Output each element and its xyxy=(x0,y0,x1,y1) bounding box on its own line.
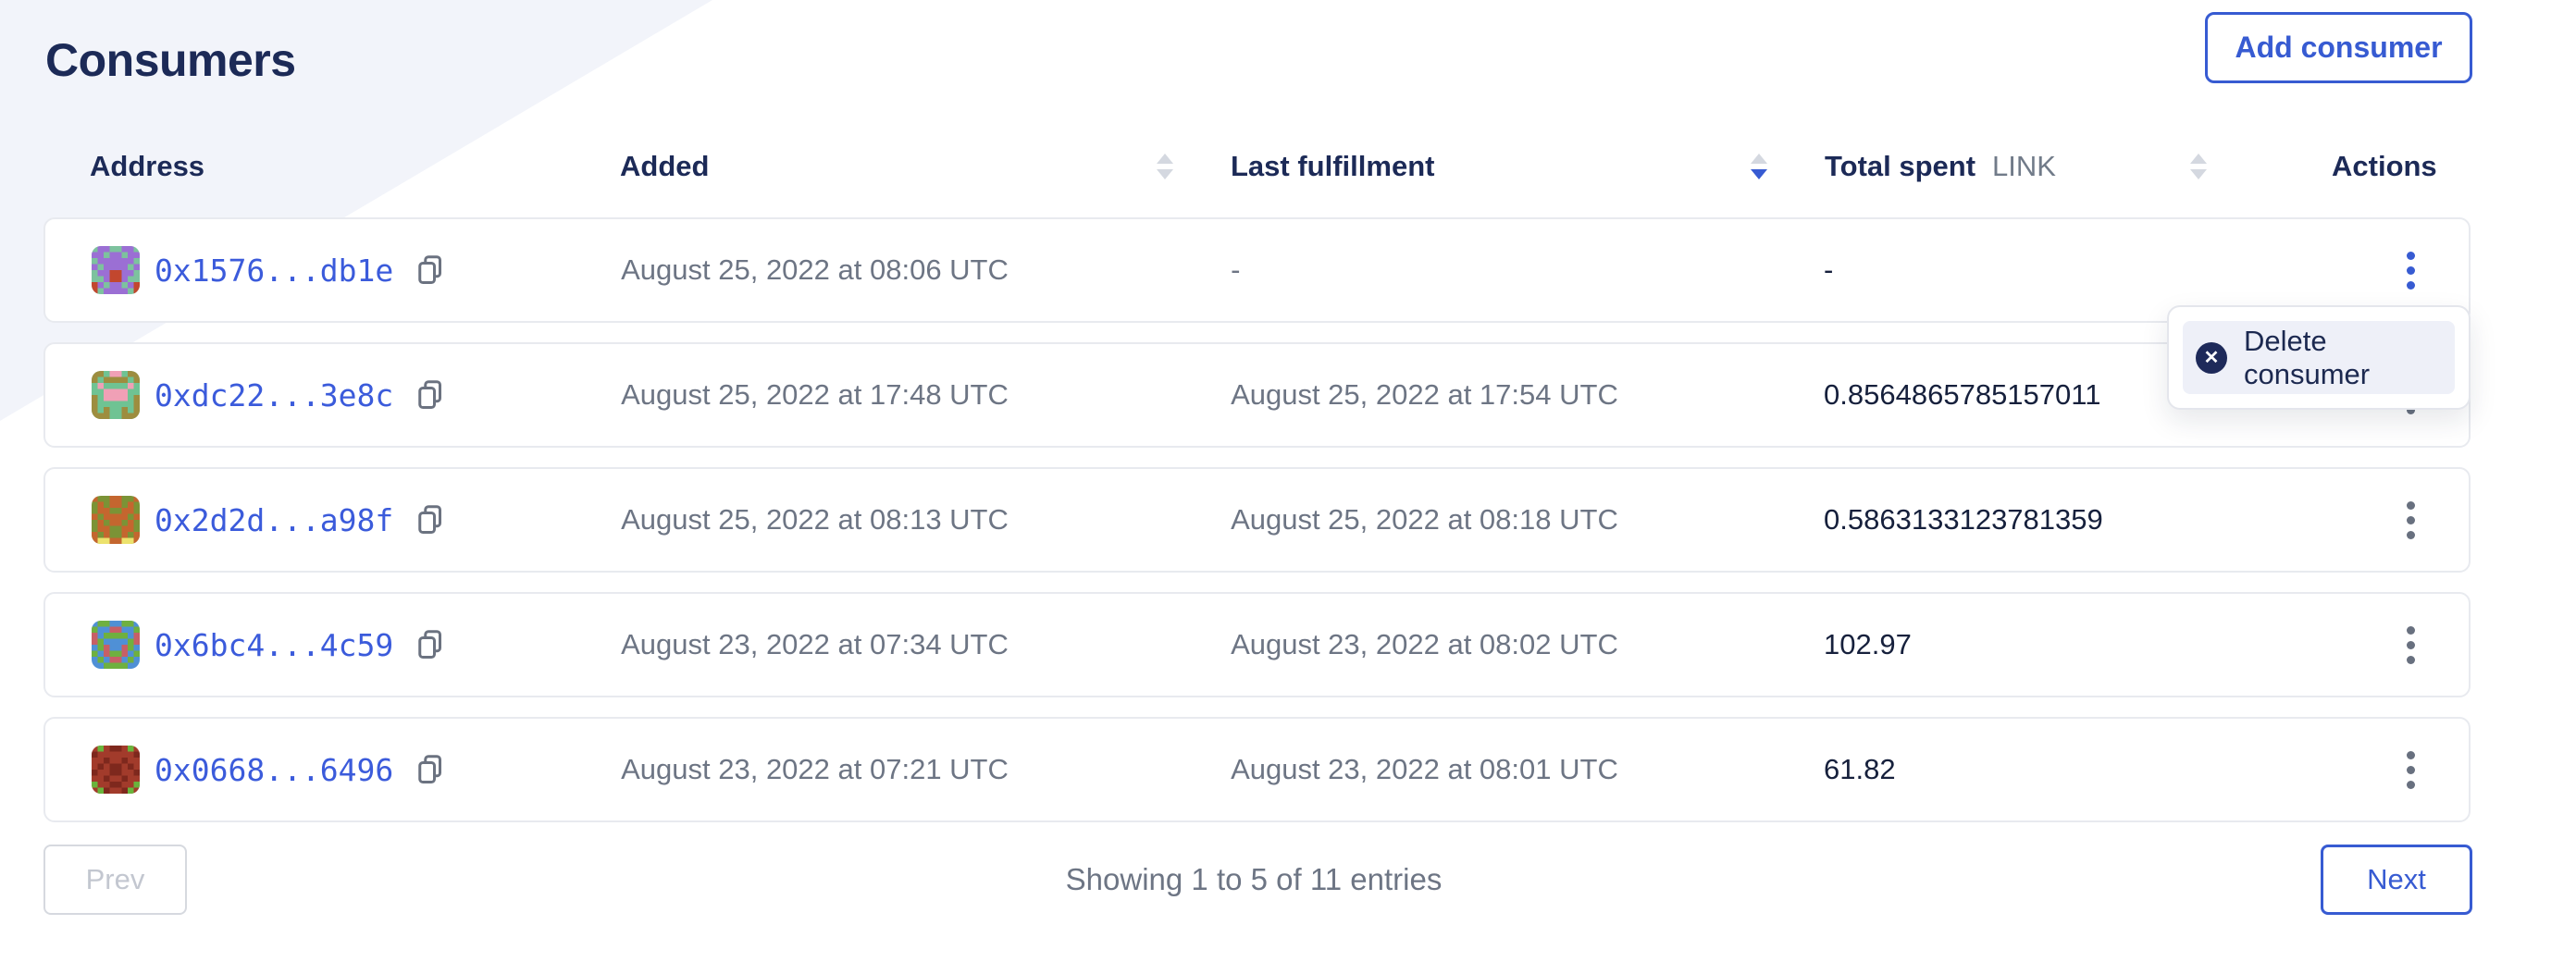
column-label: Total spent xyxy=(1825,150,1976,182)
row-actions-kebab-button[interactable] xyxy=(2385,736,2437,803)
pagination: Prev Showing 1 to 5 of 11 entries Next xyxy=(43,845,2472,915)
address-cell: 0x6bc4...4c59 xyxy=(45,621,575,669)
last-fulfillment-cell: August 25, 2022 at 08:18 UTC xyxy=(1231,503,1618,536)
column-header-address: Address xyxy=(43,150,574,183)
column-label: Last fulfillment xyxy=(1231,150,1435,182)
delete-consumer-label: Delete consumer xyxy=(2244,324,2371,390)
copy-icon[interactable] xyxy=(414,752,447,787)
address-cell: 0x0668...6496 xyxy=(45,746,575,794)
address-identicon xyxy=(92,246,140,294)
sort-icon[interactable] xyxy=(2190,154,2207,179)
total-spent-cell: - xyxy=(1824,253,1834,286)
table-row: 0x6bc4...4c59 August 23, 2022 at 07:34 U… xyxy=(43,592,2471,697)
added-cell: August 23, 2022 at 07:21 UTC xyxy=(621,753,1009,785)
delete-consumer-menu-item[interactable]: ✕ Delete consumer xyxy=(2183,321,2455,394)
column-label: Actions xyxy=(2332,150,2437,182)
copy-icon[interactable] xyxy=(414,377,447,413)
prev-button[interactable]: Prev xyxy=(43,845,187,915)
address-cell: 0x2d2d...a98f xyxy=(45,496,575,544)
total-spent-cell: 0.8564865785157011 xyxy=(1824,378,2101,411)
address-link[interactable]: 0x6bc4...4c59 xyxy=(155,626,394,663)
column-header-added[interactable]: Added xyxy=(574,150,1184,183)
add-consumer-button[interactable]: Add consumer xyxy=(2205,12,2472,83)
actions-menu: ✕ Delete consumer xyxy=(2167,305,2471,410)
row-actions-kebab-button[interactable] xyxy=(2385,237,2437,303)
copy-icon[interactable] xyxy=(414,502,447,537)
column-unit: LINK xyxy=(1992,150,2056,182)
address-cell: 0x1576...db1e xyxy=(45,246,575,294)
address-link[interactable]: 0x2d2d...a98f xyxy=(155,501,394,538)
table-row: 0x0668...6496 August 23, 2022 at 07:21 U… xyxy=(43,717,2471,822)
actions-cell xyxy=(2284,736,2469,803)
address-link[interactable]: 0x0668...6496 xyxy=(155,751,394,788)
row-actions-kebab-button[interactable] xyxy=(2385,487,2437,553)
address-identicon xyxy=(92,746,140,794)
address-cell: 0xdc22...3e8c xyxy=(45,371,575,419)
address-link[interactable]: 0xdc22...3e8c xyxy=(155,376,394,413)
copy-icon[interactable] xyxy=(414,253,447,288)
address-identicon xyxy=(92,621,140,669)
row-actions-kebab-button[interactable] xyxy=(2385,611,2437,678)
x-circle-icon: ✕ xyxy=(2196,341,2227,374)
total-spent-cell: 61.82 xyxy=(1824,753,1896,785)
table-header: Address Added Last fulfillment Total spe… xyxy=(43,137,2471,196)
address-link[interactable]: 0x1576...db1e xyxy=(155,252,394,289)
table-row: 0x1576...db1e August 25, 2022 at 08:06 U… xyxy=(43,217,2471,323)
column-header-last-fulfillment[interactable]: Last fulfillment xyxy=(1184,150,1778,183)
total-spent-cell: 0.5863133123781359 xyxy=(1824,503,2103,536)
consumers-table: 0x1576...db1e August 25, 2022 at 08:06 U… xyxy=(43,217,2471,842)
column-label: Added xyxy=(620,150,710,182)
copy-icon[interactable] xyxy=(414,627,447,662)
actions-cell xyxy=(2284,237,2469,303)
address-identicon xyxy=(92,371,140,419)
added-cell: August 25, 2022 at 17:48 UTC xyxy=(621,378,1009,411)
last-fulfillment-cell: - xyxy=(1231,253,1241,286)
page-summary: Showing 1 to 5 of 11 entries xyxy=(1065,862,1443,896)
column-label: Address xyxy=(90,150,205,182)
table-row: 0xdc22...3e8c August 25, 2022 at 17:48 U… xyxy=(43,342,2471,448)
added-cell: August 25, 2022 at 08:06 UTC xyxy=(621,253,1009,286)
added-cell: August 23, 2022 at 07:34 UTC xyxy=(621,628,1009,660)
column-header-actions: Actions xyxy=(2285,150,2471,183)
total-spent-cell: 102.97 xyxy=(1824,628,1912,660)
column-header-total-spent[interactable]: Total spent LINK xyxy=(1778,150,2285,183)
page-title: Consumers xyxy=(45,34,296,86)
actions-cell xyxy=(2284,611,2469,678)
added-cell: August 25, 2022 at 08:13 UTC xyxy=(621,503,1009,536)
table-row: 0x2d2d...a98f August 25, 2022 at 08:13 U… xyxy=(43,467,2471,573)
sort-icon[interactable] xyxy=(1751,154,1767,179)
address-identicon xyxy=(92,496,140,544)
sort-icon[interactable] xyxy=(1157,154,1173,179)
last-fulfillment-cell: August 23, 2022 at 08:01 UTC xyxy=(1231,753,1618,785)
actions-cell xyxy=(2284,487,2469,553)
next-button[interactable]: Next xyxy=(2321,845,2472,915)
last-fulfillment-cell: August 25, 2022 at 17:54 UTC xyxy=(1231,378,1618,411)
last-fulfillment-cell: August 23, 2022 at 08:02 UTC xyxy=(1231,628,1618,660)
